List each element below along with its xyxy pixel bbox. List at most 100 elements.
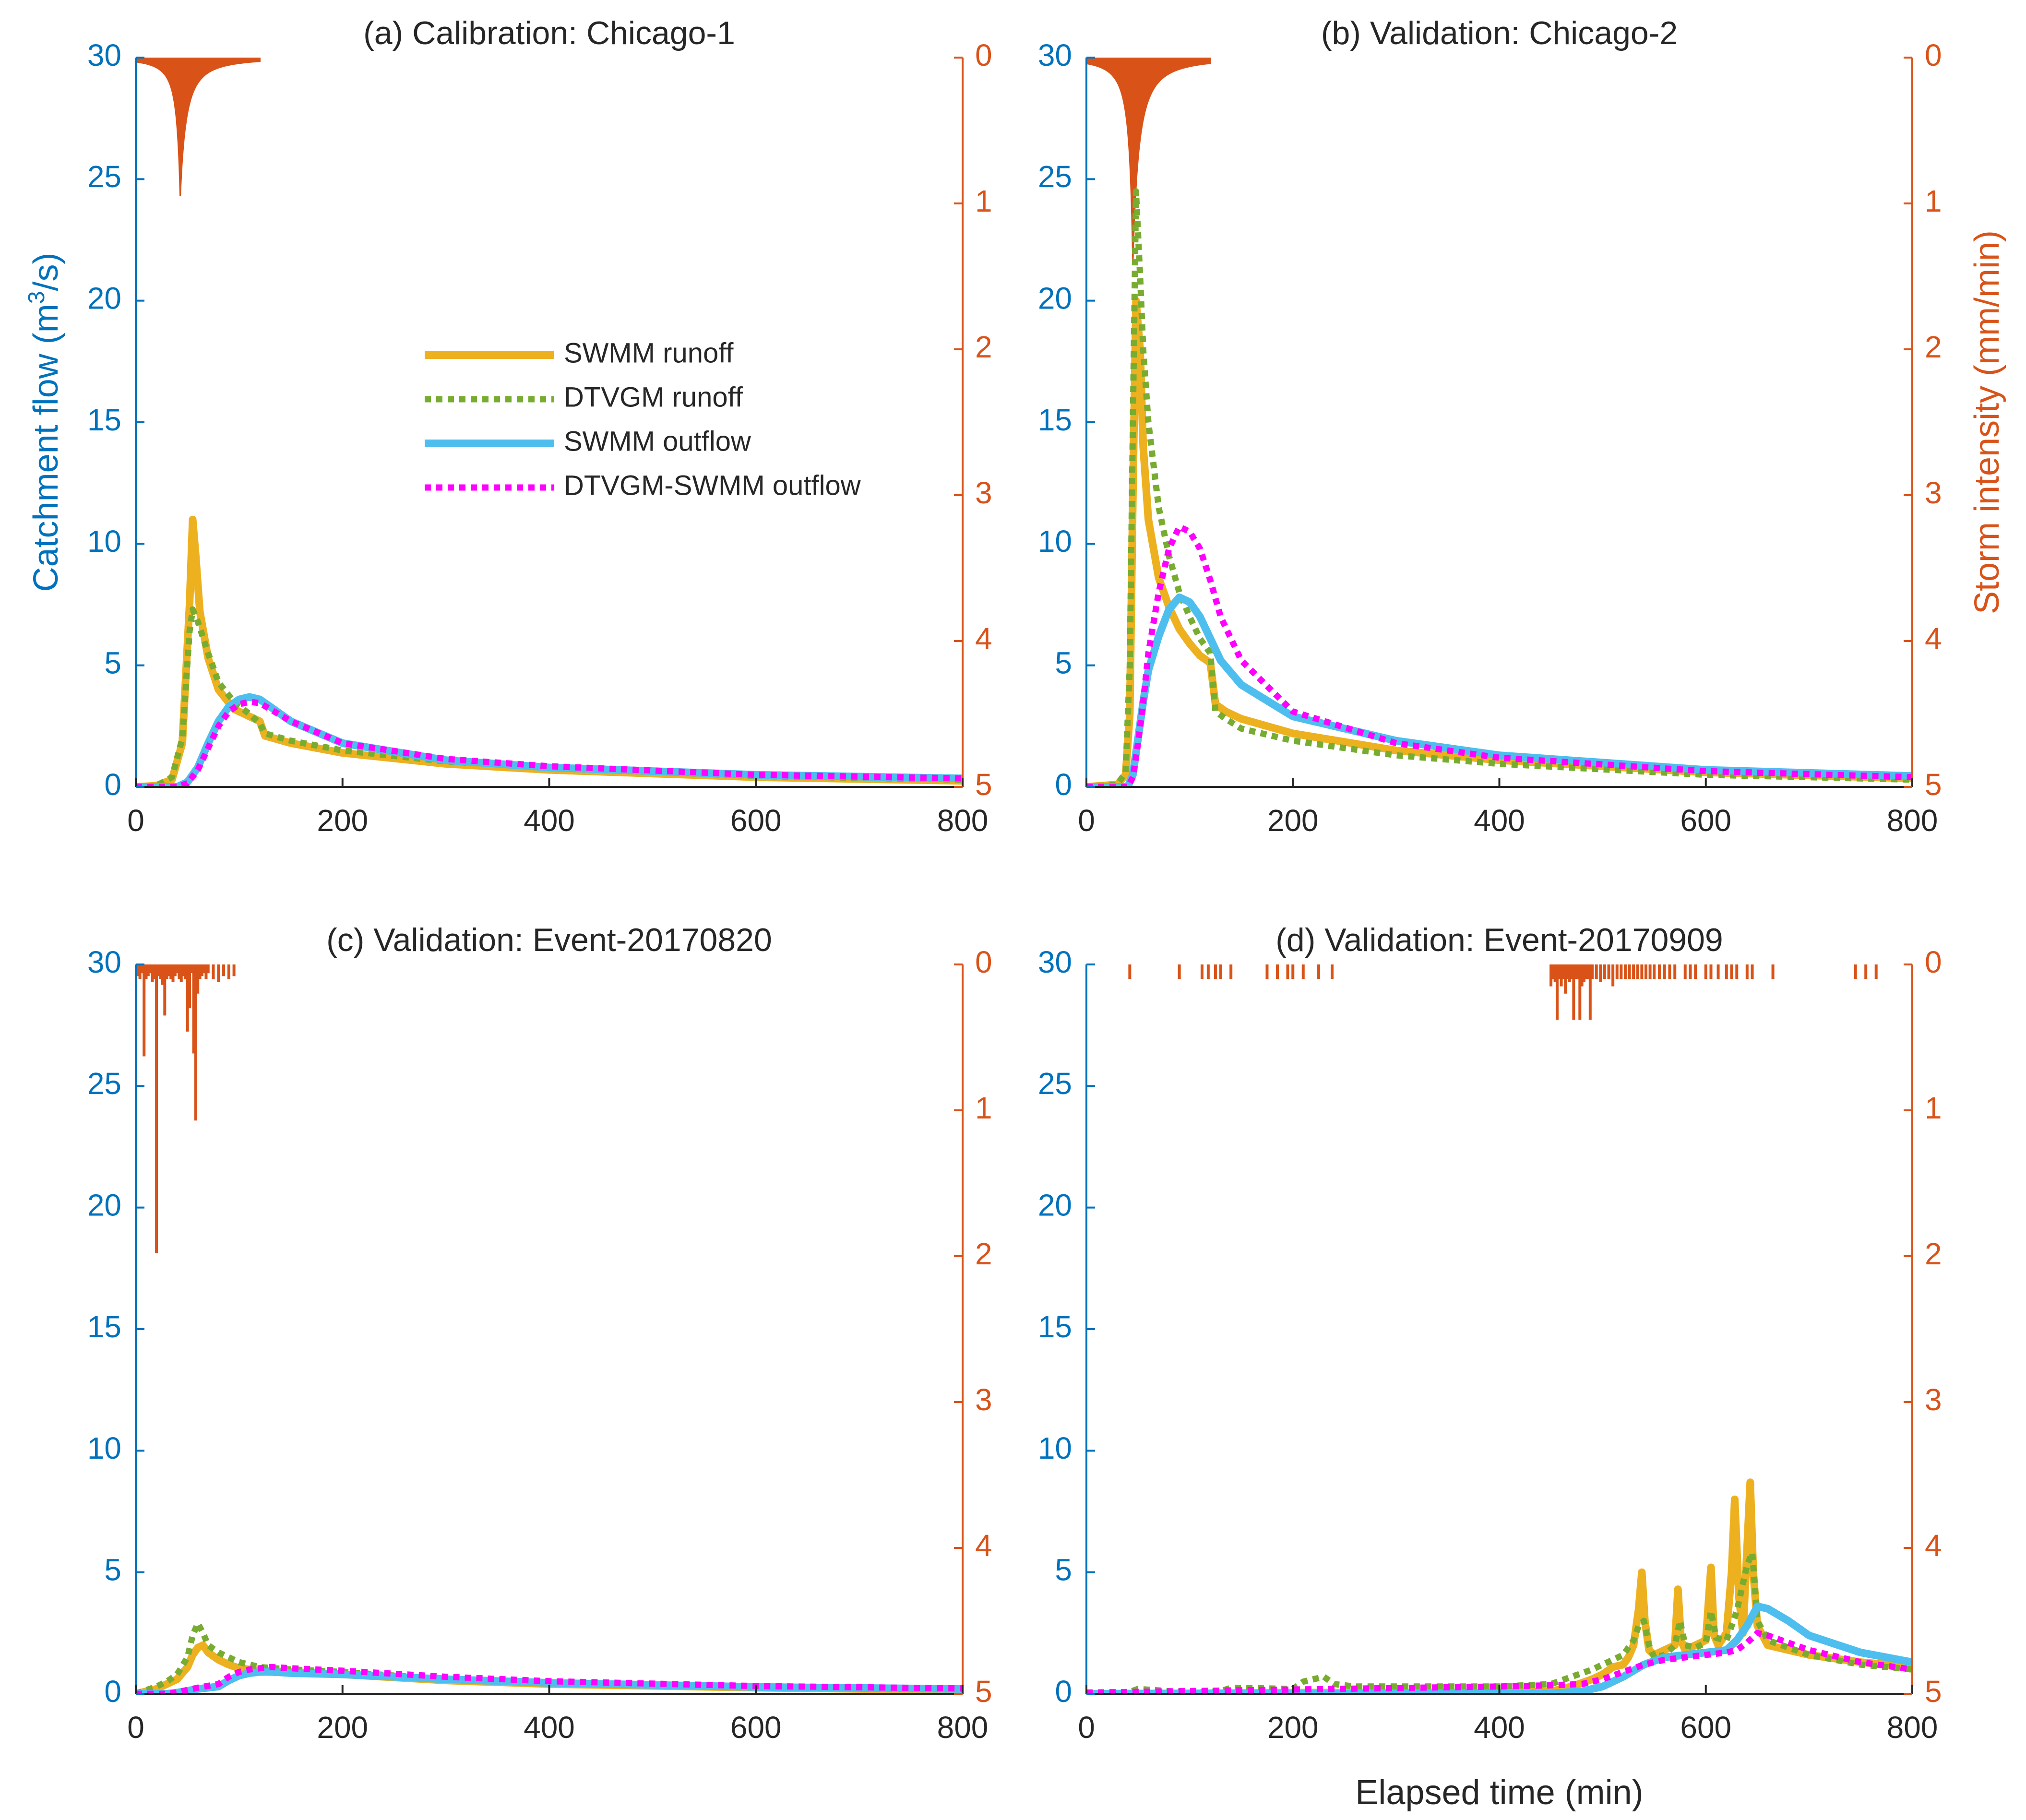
x-tick-label: 0 [1078,1710,1095,1745]
left-y-tick-label: 20 [1038,1188,1072,1223]
right-y-tick-label: 1 [1925,1091,1942,1125]
series-swmm-runoff [136,515,963,787]
left-y-tick-label: 20 [87,1188,121,1223]
left-y-tick-label: 20 [87,281,121,316]
right-y-tick-label: 2 [1925,1237,1942,1271]
left-y-tick-label: 20 [1038,281,1072,316]
series-dtvgm-runoff [1086,1549,1912,1694]
left-y-tick-label: 30 [1038,945,1072,979]
left-y-tick-label: 25 [1038,159,1072,194]
series-swmm-runoff [1086,1478,1912,1694]
panel-title: (a) Calibration: Chicago-1 [363,15,735,51]
x-tick-label: 0 [127,803,144,838]
left-y-tick-label: 5 [1055,646,1072,680]
right-y-tick-label: 0 [975,945,992,979]
storm-hyetograph [136,58,261,196]
legend-label: SWMM outflow [564,426,751,457]
right-y-tick-label: 0 [1925,38,1942,72]
left-y-tick-label: 25 [87,1066,121,1101]
series-swmm-runoff [1086,297,1912,787]
x-tick-label: 400 [1474,1710,1525,1745]
flow-series [1086,1478,1912,1694]
left-axis-title: Catchment flow (m3/s) [24,253,65,592]
panel-d: 0 200 400 600 800 0 5 10 15 20 25 30 0 1 2 3 4 5 (d) Valid… [1038,922,1942,1812]
right-y-tick-label: 5 [975,767,992,802]
left-y-tick-label: 5 [104,646,121,680]
x-tick-label: 0 [1078,803,1095,838]
x-tick-label: 600 [730,1710,782,1745]
x-tick-label: 200 [1267,1710,1319,1745]
storm-intensity-bars [136,964,236,1253]
flow-series [136,1620,963,1694]
panel-title: (b) Validation: Chicago-2 [1321,15,1678,51]
x-tick-label: 800 [1887,1710,1938,1745]
x-axis-title: Elapsed time (min) [1355,1773,1643,1812]
right-y-tick-label: 2 [975,1237,992,1271]
right-y-tick-label: 3 [1925,476,1942,510]
legend-label: SWMM runoff [564,337,734,369]
right-y-tick-label: 4 [975,1528,992,1563]
right-y-tick-label: 3 [1925,1382,1942,1417]
right-y-tick-label: 4 [975,621,992,656]
right-y-tick-label: 5 [1925,767,1942,802]
left-y-tick-label: 15 [87,403,121,437]
right-y-tick-label: 3 [975,476,992,510]
series-dtvgm-swmm-outflow [1086,1630,1912,1694]
series-dtvgm-swmm-outflow [1086,523,1912,787]
right-y-tick-label: 0 [975,38,992,72]
right-y-tick-label: 2 [1925,330,1942,364]
x-tick-label: 400 [1474,803,1525,838]
left-y-tick-label: 10 [1038,1431,1072,1465]
legend-label: DTVGM-SWMM outflow [564,470,861,501]
x-tick-label: 400 [524,803,575,838]
flow-series [1086,188,1912,787]
x-tick-label: 200 [317,1710,368,1745]
right-y-tick-label: 5 [1925,1674,1942,1709]
storm-intensity-bars [136,58,261,196]
right-y-tick-label: 2 [975,330,992,364]
right-y-tick-label: 4 [1925,621,1942,656]
panel-a: 0 200 400 600 800 0 5 10 15 20 25 30 0 1 2 3 4 5 (a) Calib… [24,15,992,838]
x-tick-label: 800 [1887,803,1938,838]
left-y-tick-label: 0 [1055,1674,1072,1709]
right-y-tick-label: 1 [975,184,992,218]
left-y-tick-label: 30 [1038,38,1072,72]
right-y-tick-label: 1 [975,1091,992,1125]
left-y-tick-label: 0 [104,1674,121,1709]
storm-hyetograph [1086,58,1211,262]
x-tick-label: 800 [937,803,989,838]
series-swmm-outflow [136,693,963,787]
left-y-tick-label: 15 [1038,1309,1072,1344]
panel-title: (c) Validation: Event-20170820 [326,922,772,958]
legend: SWMM runoff DTVGM runoff SWMM outflow DTVGM… [425,337,861,501]
flow-series [136,515,963,787]
x-tick-label: 0 [127,1710,144,1745]
left-y-tick-label: 10 [87,1431,121,1465]
x-tick-label: 600 [730,803,782,838]
left-y-tick-label: 30 [87,945,121,979]
left-y-tick-label: 30 [87,38,121,72]
left-y-tick-label: 0 [1055,767,1072,802]
x-tick-label: 600 [1680,803,1731,838]
right-y-tick-label: 4 [1925,1528,1942,1563]
left-y-tick-label: 15 [87,1309,121,1344]
storm-intensity-bars [1128,964,1878,1020]
legend-label: DTVGM runoff [564,381,743,413]
series-dtvgm-runoff [1086,188,1912,787]
right-y-tick-label: 1 [1925,184,1942,218]
storm-intensity-bars [1086,58,1211,262]
x-tick-label: 800 [937,1710,989,1745]
right-y-tick-label: 3 [975,1382,992,1417]
right-y-tick-label: 0 [1925,945,1942,979]
x-tick-label: 400 [524,1710,575,1745]
series-dtvgm-swmm-outflow [136,699,963,787]
right-axis-title: Storm intensity (mm/min) [1968,230,2006,614]
left-y-tick-label: 5 [1055,1553,1072,1587]
panel-c: 0 200 400 600 800 0 5 10 15 20 25 30 0 1 2 3 4 5 (c) Valid… [87,922,992,1745]
left-y-tick-label: 25 [1038,1066,1072,1101]
left-y-tick-label: 10 [87,524,121,559]
left-y-tick-label: 10 [1038,524,1072,559]
right-y-tick-label: 5 [975,1674,992,1709]
x-tick-label: 200 [317,803,368,838]
